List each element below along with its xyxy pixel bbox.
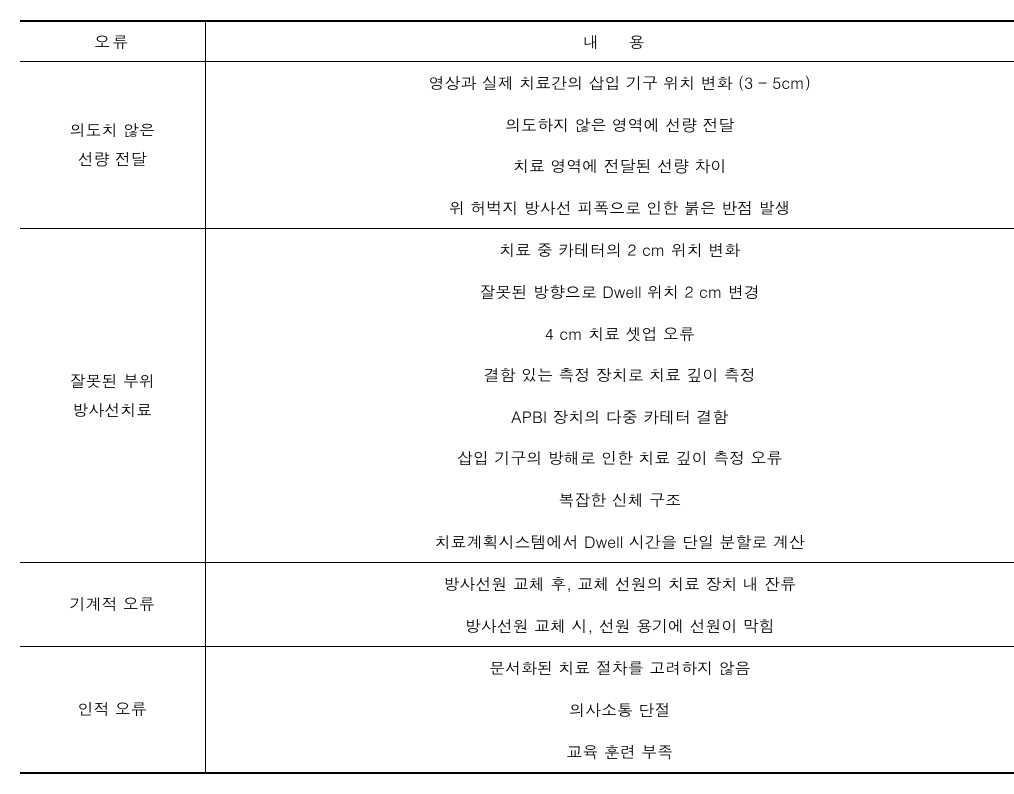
error-table: 오류 내 용 의도치 않은 선량 전달 영상과 실제 치료간의 삽입 기구 위치 …: [20, 20, 1014, 774]
table-header: 오류 내 용: [20, 21, 1014, 62]
error-category-cell: 의도치 않은 선량 전달: [20, 62, 205, 229]
content-line: 위 허벅지 방사선 피폭으로 인한 붉은 반점 발생: [206, 187, 1014, 229]
content-line: 치료 중 카테터의 2 cm 위치 변화: [206, 229, 1014, 271]
content-line: 의도하지 않은 영역에 선량 전달: [206, 104, 1014, 146]
content-line: APBI 장치의 다중 카테터 결함: [206, 396, 1014, 438]
content-line: 방사선원 교체 시, 선원 용기에 선원이 막힘: [206, 605, 1014, 647]
content-line: 의사소통 단절: [206, 689, 1014, 731]
table-row: 기계적 오류 방사선원 교체 후, 교체 선원의 치료 장치 내 잔류방사선원 교…: [20, 563, 1014, 647]
content-line: 치료 영역에 전달된 선량 차이: [206, 145, 1014, 187]
content-cell: 방사선원 교체 후, 교체 선원의 치료 장치 내 잔류방사선원 교체 시, 선…: [205, 563, 1014, 647]
content-line: 결함 있는 측정 장치로 치료 깊이 측정: [206, 354, 1014, 396]
content-line: 복잡한 신체 구조: [206, 479, 1014, 521]
content-cell: 영상과 실제 치료간의 삽입 기구 위치 변화 (3 – 5cm)의도하지 않은…: [205, 62, 1014, 229]
error-category-label: 잘못된 부위 방사선치료: [70, 369, 155, 421]
header-error: 오류: [20, 21, 205, 62]
header-row: 오류 내 용: [20, 21, 1014, 62]
content-line: 잘못된 방향으로 Dwell 위치 2 cm 변경: [206, 271, 1014, 313]
content-line: 영상과 실제 치료간의 삽입 기구 위치 변화 (3 – 5cm): [206, 62, 1014, 104]
error-category-cell: 잘못된 부위 방사선치료: [20, 229, 205, 563]
table-container: 오류 내 용 의도치 않은 선량 전달 영상과 실제 치료간의 삽입 기구 위치 …: [20, 20, 1014, 774]
table-body: 의도치 않은 선량 전달 영상과 실제 치료간의 삽입 기구 위치 변화 (3 –…: [20, 62, 1014, 774]
content-line: 4 cm 치료 셋업 오류: [206, 313, 1014, 355]
error-category-cell: 기계적 오류: [20, 563, 205, 647]
table-row: 잘못된 부위 방사선치료 치료 중 카테터의 2 cm 위치 변화잘못된 방향으로…: [20, 229, 1014, 563]
content-cell: 치료 중 카테터의 2 cm 위치 변화잘못된 방향으로 Dwell 위치 2 …: [205, 229, 1014, 563]
content-line: 교육 훈련 부족: [206, 731, 1014, 773]
content-cell: 문서화된 치료 절차를 고려하지 않음의사소통 단절교육 훈련 부족: [205, 647, 1014, 773]
error-category-label: 의도치 않은 선량 전달: [70, 118, 155, 170]
error-category-cell: 인적 오류: [20, 647, 205, 773]
error-category-label: 기계적 오류: [70, 592, 155, 615]
header-content: 내 용: [205, 21, 1014, 62]
content-line: 문서화된 치료 절차를 고려하지 않음: [206, 647, 1014, 689]
error-category-label: 인적 오류: [78, 697, 147, 720]
table-row: 의도치 않은 선량 전달 영상과 실제 치료간의 삽입 기구 위치 변화 (3 –…: [20, 62, 1014, 229]
content-line: 방사선원 교체 후, 교체 선원의 치료 장치 내 잔류: [206, 563, 1014, 605]
content-line: 삽입 기구의 방해로 인한 치료 깊이 측정 오류: [206, 437, 1014, 479]
content-line: 치료계획시스템에서 Dwell 시간을 단일 분할로 계산: [206, 521, 1014, 563]
table-row: 인적 오류 문서화된 치료 절차를 고려하지 않음의사소통 단절교육 훈련 부족: [20, 647, 1014, 773]
